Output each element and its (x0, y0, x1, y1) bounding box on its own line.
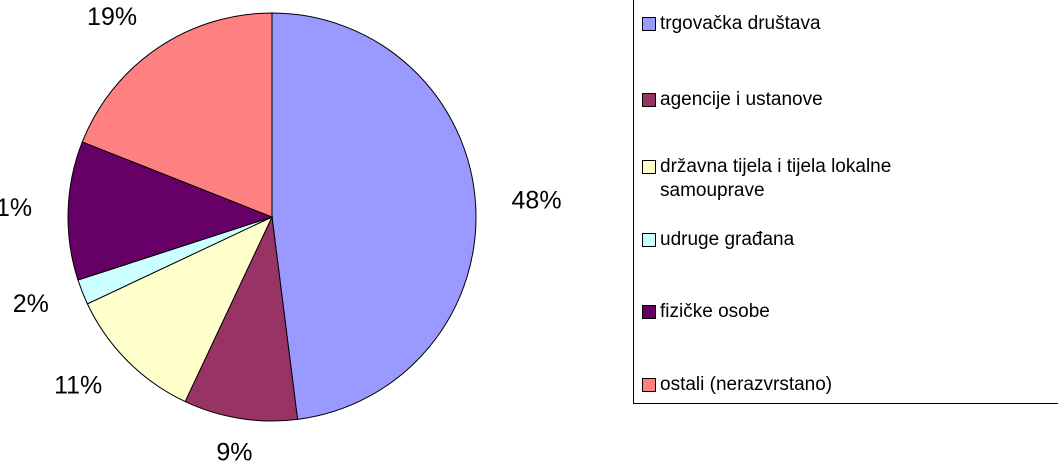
legend-item: ostali (nerazvrstano) (642, 373, 1058, 397)
legend-item: udruge građana (642, 228, 1058, 252)
legend-item: agencije i ustanove (642, 88, 1058, 112)
legend-label: agencije i ustanove (660, 89, 823, 110)
legend-swatch (642, 17, 656, 31)
data-label: 11% (54, 371, 102, 399)
data-label: 9% (216, 439, 252, 463)
pie-slice (81, 12, 273, 218)
data-label: 2% (13, 290, 49, 318)
data-label: 48% (512, 187, 562, 215)
legend-label: ostali (nerazvrstano) (660, 374, 833, 395)
legend-label: fizičke osobe (660, 301, 770, 322)
legend-swatch (642, 305, 656, 319)
legend-item: fizičke osobe (642, 300, 1058, 324)
pie-slice (86, 215, 274, 403)
legend-item: državna tijela i tijela lokalne samoupra… (642, 155, 1058, 203)
pie-slice (271, 12, 477, 420)
legend-label: udruge građana (660, 229, 795, 250)
legend-item: trgovačka društava (642, 12, 1058, 36)
data-label: 11% (0, 194, 32, 222)
legend-swatch (642, 160, 656, 174)
pie-slice (184, 215, 299, 422)
legend: trgovačka društava agencije i ustanove drž… (633, 0, 1058, 404)
data-label: 19% (87, 3, 137, 31)
legend-swatch (642, 233, 656, 247)
pie-slice (67, 141, 274, 281)
legend-label: trgovačka društava (660, 13, 821, 34)
legend-swatch (642, 93, 656, 107)
legend-label: državna tijela i tijela lokalne samoupra… (660, 156, 892, 201)
pie-area: 48% 9% 11% 2% 11% 19% (0, 3, 562, 463)
legend-swatch (642, 378, 656, 392)
